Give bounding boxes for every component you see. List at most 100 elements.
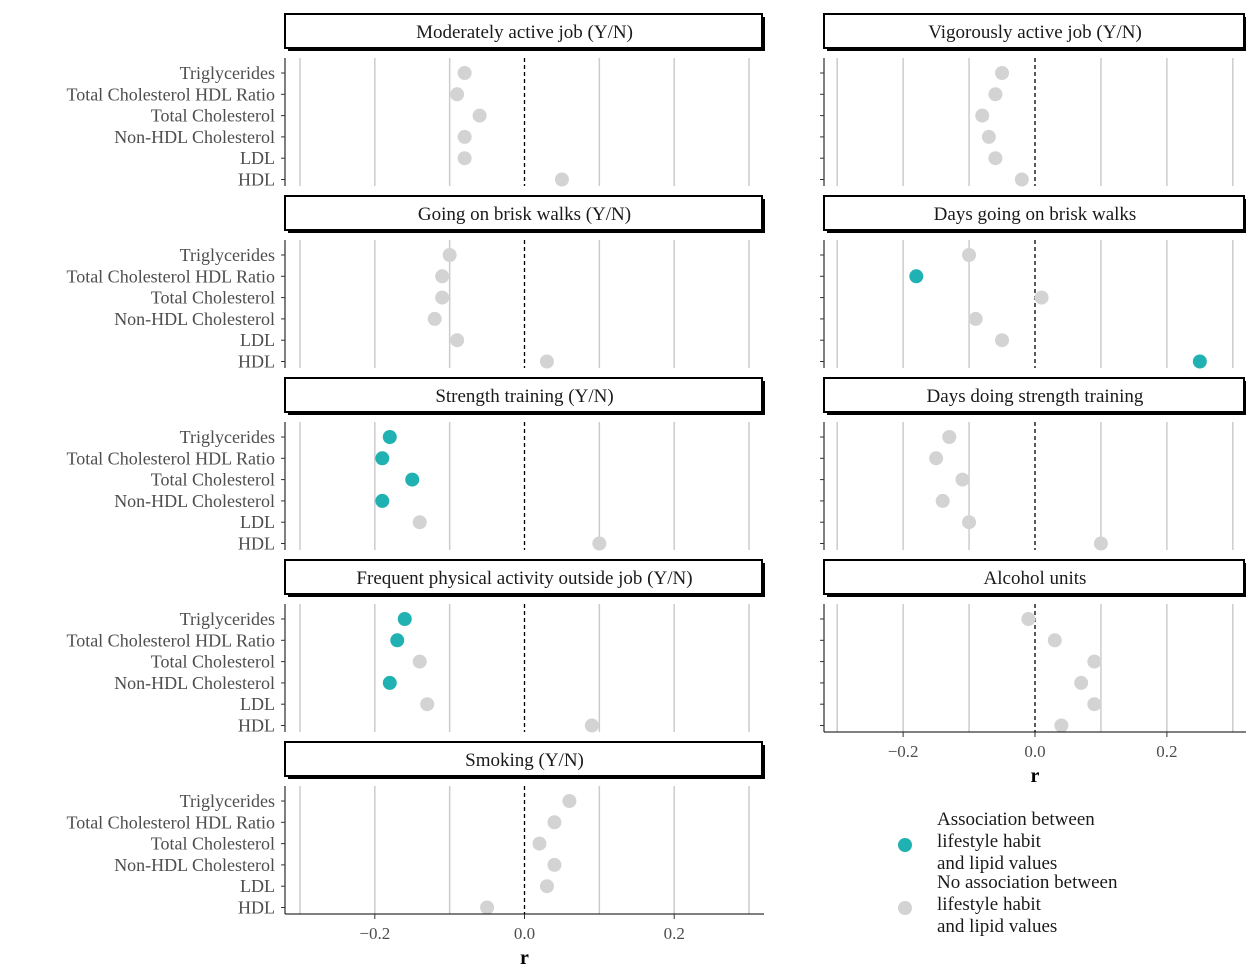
data-point	[397, 612, 412, 626]
panel-title: Going on brisk walks (Y/N)	[418, 204, 631, 225]
data-point	[457, 151, 472, 166]
data-point	[450, 87, 465, 102]
data-point	[427, 311, 442, 326]
data-point	[532, 836, 547, 851]
category-label: LDL	[240, 876, 275, 896]
data-point	[472, 108, 487, 123]
category-label: Non-HDL Cholesterol	[114, 855, 275, 875]
data-point	[1014, 172, 1029, 187]
category-label: Total Cholesterol HDL Ratio	[66, 630, 275, 650]
panel-title: Vigorously active job (Y/N)	[928, 22, 1142, 43]
panel-strip	[284, 377, 763, 413]
x-axis-title: r	[520, 947, 529, 969]
data-point	[457, 129, 472, 144]
panel-strip	[823, 195, 1245, 231]
data-point	[968, 311, 983, 326]
data-point	[382, 675, 397, 690]
data-point	[955, 472, 970, 487]
data-point	[584, 718, 599, 733]
x-tick-label: 0.0	[1024, 742, 1045, 761]
data-point	[1021, 612, 1036, 626]
legend-label: lifestyle habit	[937, 894, 1042, 915]
category-label: HDL	[238, 170, 275, 190]
category-label: Triglycerides	[180, 245, 275, 265]
category-label: HDL	[238, 716, 275, 736]
data-point	[562, 794, 577, 808]
category-label: Triglycerides	[180, 427, 275, 447]
panel-title: Strength training (Y/N)	[435, 386, 613, 407]
data-point	[435, 290, 450, 305]
data-point	[988, 87, 1003, 102]
panel-strip	[823, 559, 1245, 595]
data-point	[480, 900, 495, 915]
data-point	[435, 269, 450, 284]
panel-strip	[823, 377, 1245, 413]
legend-label: and lipid values	[937, 853, 1057, 874]
category-label: Non-HDL Cholesterol	[114, 673, 275, 693]
data-point	[412, 515, 427, 530]
data-point	[995, 66, 1010, 80]
data-point	[412, 654, 427, 669]
category-label: Total Cholesterol	[151, 834, 275, 854]
data-point	[962, 515, 977, 530]
legend-label: Association between	[937, 809, 1095, 830]
data-point	[554, 172, 569, 187]
category-label: Non-HDL Cholesterol	[114, 491, 275, 511]
category-label: LDL	[240, 512, 275, 532]
data-point	[442, 248, 457, 262]
panel-title: Days doing strength training	[927, 386, 1144, 407]
category-label: HDL	[238, 898, 275, 918]
legend-label: and lipid values	[937, 916, 1057, 937]
data-point	[405, 472, 420, 487]
category-label: Non-HDL Cholesterol	[114, 309, 275, 329]
data-point	[547, 857, 562, 872]
data-point	[547, 815, 562, 830]
data-point	[1087, 654, 1102, 669]
data-point	[995, 333, 1010, 348]
panel-title: Moderately active job (Y/N)	[416, 22, 633, 43]
legend-label: lifestyle habit	[937, 831, 1042, 852]
category-label: HDL	[238, 534, 275, 554]
x-tick-label: 0.2	[1156, 742, 1177, 761]
data-point	[375, 493, 390, 508]
category-label: Total Cholesterol	[151, 470, 275, 490]
data-point	[539, 354, 554, 369]
data-point	[988, 151, 1003, 166]
category-label: Total Cholesterol HDL Ratio	[66, 266, 275, 286]
x-tick-label: 0.2	[664, 924, 685, 943]
data-point	[539, 879, 554, 894]
panel-strip	[284, 559, 763, 595]
data-point	[1087, 697, 1102, 712]
category-label: LDL	[240, 330, 275, 350]
panel-title: Days going on brisk walks	[934, 204, 1137, 225]
data-point	[375, 451, 390, 466]
x-axis-title: r	[1031, 765, 1040, 787]
category-label: Total Cholesterol HDL Ratio	[66, 812, 275, 832]
category-label: Triglycerides	[180, 63, 275, 83]
category-label: Triglycerides	[180, 609, 275, 629]
data-point	[592, 536, 607, 551]
data-point	[962, 248, 977, 262]
data-point	[1034, 290, 1049, 305]
legend-key-associated	[898, 838, 912, 852]
x-tick-label: 0.0	[514, 924, 535, 943]
data-point	[981, 129, 996, 144]
data-point	[382, 430, 397, 444]
legend-label: No association between	[937, 872, 1118, 893]
panel-title: Frequent physical activity outside job (…	[356, 568, 692, 589]
data-point	[1074, 675, 1089, 690]
category-label: Total Cholesterol HDL Ratio	[66, 448, 275, 468]
category-label: Total Cholesterol	[151, 106, 275, 126]
panel-strip	[284, 195, 763, 231]
x-tick-label: −0.2	[888, 742, 919, 761]
data-point	[909, 269, 924, 284]
data-point	[420, 697, 435, 712]
category-label: Non-HDL Cholesterol	[114, 127, 275, 147]
panel-strip	[284, 741, 763, 777]
data-point	[1192, 354, 1207, 369]
panel-title: Alcohol units	[984, 568, 1087, 589]
category-label: Total Cholesterol	[151, 288, 275, 308]
category-label: LDL	[240, 694, 275, 714]
panel-title: Smoking (Y/N)	[465, 750, 584, 771]
